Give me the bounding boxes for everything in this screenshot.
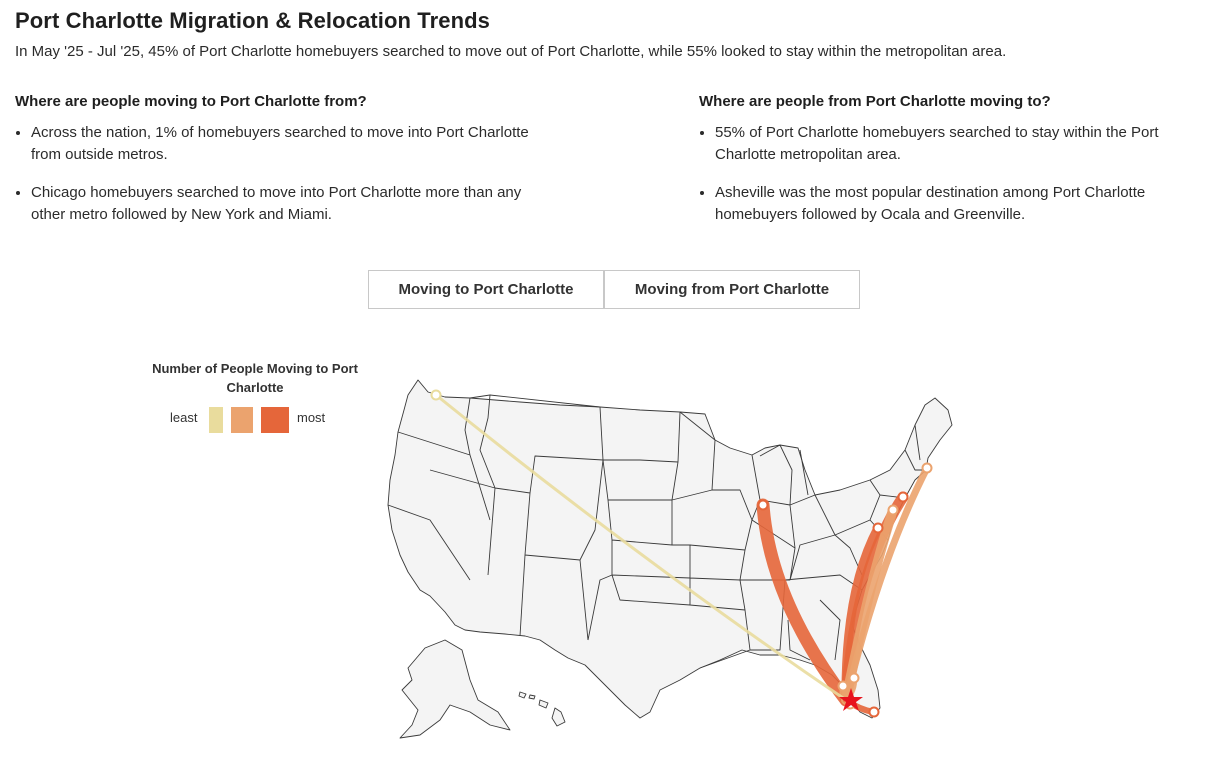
origin-marker[interactable] bbox=[872, 522, 884, 534]
legend-most-label: most bbox=[297, 410, 326, 425]
legend-swatch-most bbox=[261, 407, 289, 433]
origin-marker[interactable] bbox=[757, 499, 769, 511]
origin-marker[interactable] bbox=[921, 462, 933, 474]
inbound-summary: Where are people moving to Port Charlott… bbox=[15, 93, 535, 242]
us-states-layer bbox=[387, 379, 953, 739]
outbound-heading: Where are people from Port Charlotte mov… bbox=[699, 93, 1051, 110]
inbound-heading: Where are people moving to Port Charlott… bbox=[15, 93, 367, 110]
outbound-bullet-list: 55% of Port Charlotte homebuyers searche… bbox=[699, 122, 1204, 226]
outbound-summary: Where are people from Port Charlotte mov… bbox=[699, 93, 1204, 242]
page-subtitle: In May '25 - Jul '25, 45% of Port Charlo… bbox=[15, 43, 1007, 60]
origin-marker[interactable] bbox=[848, 672, 860, 684]
moving-from-button[interactable]: Moving from Port Charlotte bbox=[604, 270, 860, 309]
origin-marker[interactable] bbox=[837, 680, 849, 692]
outbound-bullet: 55% of Port Charlotte homebuyers searche… bbox=[715, 122, 1204, 166]
star-icon bbox=[839, 688, 863, 711]
migration-flow-layer bbox=[434, 393, 931, 715]
inbound-bullet: Chicago homebuyers searched to move into… bbox=[31, 182, 535, 226]
moving-to-button[interactable]: Moving to Port Charlotte bbox=[368, 270, 604, 309]
legend-title: Number of People Moving to Port Charlott… bbox=[152, 361, 358, 395]
legend-swatch-least bbox=[209, 407, 223, 433]
inbound-bullet-list: Across the nation, 1% of homebuyers sear… bbox=[15, 122, 535, 226]
inbound-bullet: Across the nation, 1% of homebuyers sear… bbox=[31, 122, 535, 166]
origin-marker[interactable] bbox=[897, 491, 909, 503]
migration-flow-line bbox=[756, 498, 853, 707]
origin-marker[interactable] bbox=[887, 504, 899, 516]
migration-flow-line bbox=[434, 393, 848, 702]
legend-swatch-middle bbox=[231, 407, 253, 433]
outbound-bullet: Asheville was the most popular destinati… bbox=[715, 182, 1204, 226]
page-title: Port Charlotte Migration & Relocation Tr… bbox=[15, 8, 490, 33]
origin-marker[interactable] bbox=[430, 389, 442, 401]
migration-flow-line bbox=[842, 464, 931, 704]
legend-least-label: least bbox=[170, 410, 198, 425]
origin-marker[interactable] bbox=[868, 706, 880, 718]
hawaii-islands bbox=[518, 691, 566, 727]
alaska-outline bbox=[399, 639, 511, 739]
